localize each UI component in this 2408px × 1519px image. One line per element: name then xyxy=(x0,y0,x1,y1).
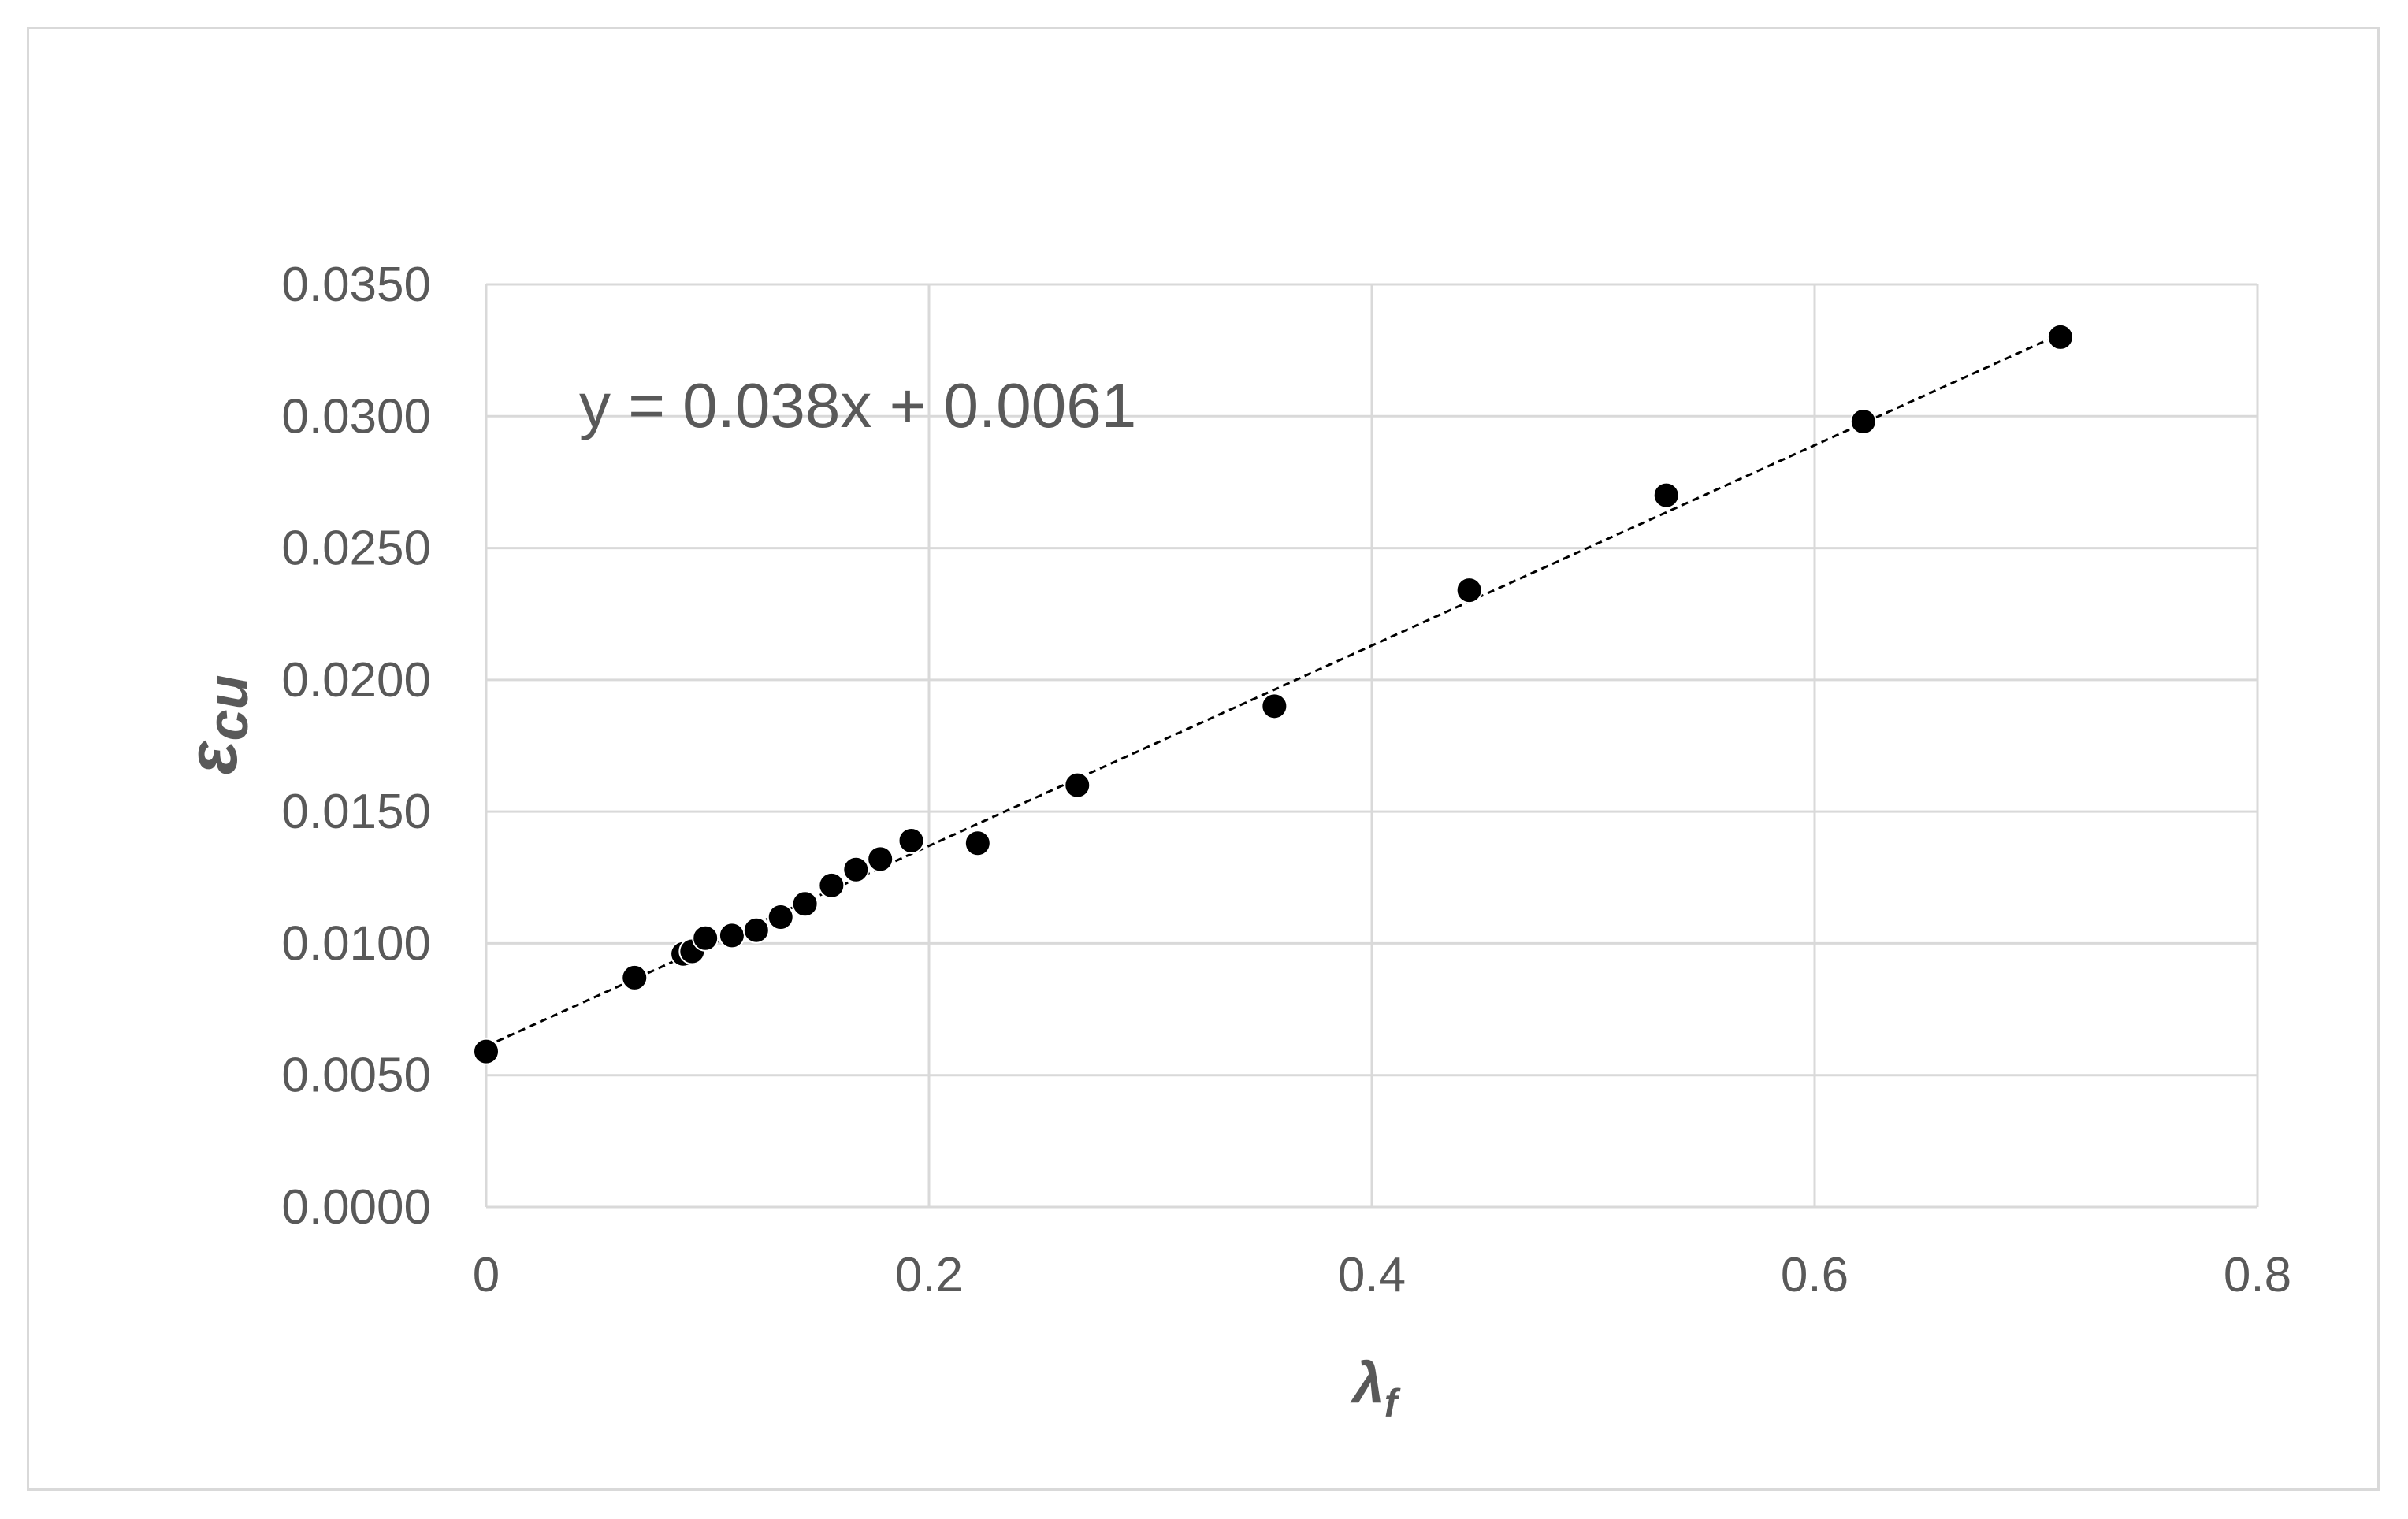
y-axis-label-subscript: cu xyxy=(197,674,260,741)
data-point-17 xyxy=(1652,481,1680,509)
x-axis-label-subscript: f xyxy=(1384,1381,1401,1425)
y-tick-label-6: 0.0300 xyxy=(281,389,431,444)
x-tick-label-2: 0.4 xyxy=(1338,1248,1406,1302)
x-tick-label-3: 0.6 xyxy=(1781,1248,1849,1302)
data-point-7 xyxy=(767,903,794,930)
y-axis-label: εcu xyxy=(173,674,260,774)
x-tick-label-1: 0.2 xyxy=(895,1248,963,1302)
x-axis-label: λf xyxy=(1350,1352,1401,1425)
x-axis-label-main: λ xyxy=(1350,1352,1384,1415)
x-tick-label-0: 0 xyxy=(473,1248,500,1302)
data-point-15 xyxy=(1261,693,1288,720)
data-point-14 xyxy=(1064,771,1091,799)
y-axis-label-main: ε xyxy=(173,741,252,775)
y-tick-label-0: 0.0000 xyxy=(281,1180,431,1235)
data-point-8 xyxy=(791,890,819,918)
data-point-4 xyxy=(692,924,719,952)
chart-frame xyxy=(27,27,2380,1491)
y-tick-labels: 0.0000 0.0050 0.0100 0.0150 0.0200 0.0250 0.03… xyxy=(281,258,431,1235)
data-point-5 xyxy=(718,922,745,949)
y-tick-label-7: 0.0350 xyxy=(281,258,431,312)
data-point-9 xyxy=(818,871,845,899)
data-point-1 xyxy=(621,964,648,991)
data-point-12 xyxy=(897,826,925,854)
x-tick-labels: 0 0.2 0.4 0.6 0.8 xyxy=(473,1248,2291,1302)
data-point-13 xyxy=(964,830,991,857)
data-points xyxy=(473,323,2074,1065)
y-tick-label-1: 0.0050 xyxy=(281,1049,431,1103)
y-tick-label-5: 0.0250 xyxy=(281,522,431,576)
trendline-equation: y = 0.038x + 0.0061 xyxy=(579,370,1136,440)
data-point-0 xyxy=(473,1038,500,1065)
data-point-11 xyxy=(867,845,894,873)
data-point-16 xyxy=(1455,577,1483,604)
y-tick-label-4: 0.0200 xyxy=(281,653,431,708)
x-tick-label-4: 0.8 xyxy=(2224,1248,2291,1302)
data-point-18 xyxy=(1849,407,1877,435)
grid-lines xyxy=(485,283,2259,1209)
y-tick-label-2: 0.0100 xyxy=(281,916,431,971)
data-point-6 xyxy=(742,916,770,944)
data-point-19 xyxy=(2046,323,2074,351)
data-point-10 xyxy=(842,856,870,883)
y-tick-label-3: 0.0150 xyxy=(281,785,431,839)
